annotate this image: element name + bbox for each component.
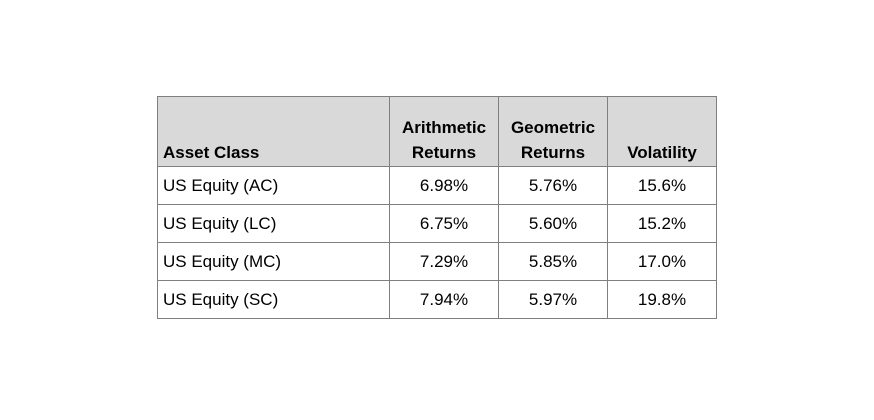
cell-volatility: 15.6% [607, 166, 717, 205]
cell-geometric-return: 5.97% [498, 280, 608, 319]
cell-geometric-return: 5.60% [498, 204, 608, 243]
returns-table: Asset Class Arithmetic Returns Geometric… [157, 96, 717, 319]
header-arithmetic-label-line2: Returns [411, 143, 477, 162]
cell-arithmetic-return: 7.29% [389, 242, 499, 281]
table-row: US Equity (MC) 7.29% 5.85% 17.0% [157, 242, 717, 281]
cell-volatility: 15.2% [607, 204, 717, 243]
table-body: US Equity (AC) 6.98% 5.76% 15.6% US Equi… [157, 166, 717, 319]
header-geometric-label-line2: Returns [520, 143, 586, 162]
table-row: US Equity (SC) 7.94% 5.97% 19.8% [157, 280, 717, 319]
header-geometric-returns: Geometric Returns [498, 96, 608, 167]
header-geometric-label-line1: Geometric [510, 118, 596, 137]
cell-asset-class: US Equity (MC) [157, 242, 390, 281]
header-asset-class-label: Asset Class [163, 143, 260, 162]
table-row: US Equity (AC) 6.98% 5.76% 15.6% [157, 166, 717, 205]
header-asset-class: Asset Class [157, 96, 390, 167]
cell-geometric-return: 5.76% [498, 166, 608, 205]
header-volatility: Volatility [607, 96, 717, 167]
cell-arithmetic-return: 6.75% [389, 204, 499, 243]
cell-asset-class: US Equity (AC) [157, 166, 390, 205]
cell-volatility: 19.8% [607, 280, 717, 319]
cell-asset-class: US Equity (LC) [157, 204, 390, 243]
cell-arithmetic-return: 6.98% [389, 166, 499, 205]
cell-asset-class: US Equity (SC) [157, 280, 390, 319]
cell-geometric-return: 5.85% [498, 242, 608, 281]
cell-volatility: 17.0% [607, 242, 717, 281]
header-volatility-label: Volatility [627, 143, 697, 162]
cell-arithmetic-return: 7.94% [389, 280, 499, 319]
table-header: Asset Class Arithmetic Returns Geometric… [157, 96, 717, 167]
header-arithmetic-returns: Arithmetic Returns [389, 96, 499, 167]
table-row: US Equity (LC) 6.75% 5.60% 15.2% [157, 204, 717, 243]
header-arithmetic-label-line1: Arithmetic [401, 118, 487, 137]
header-row: Asset Class Arithmetic Returns Geometric… [157, 96, 717, 167]
